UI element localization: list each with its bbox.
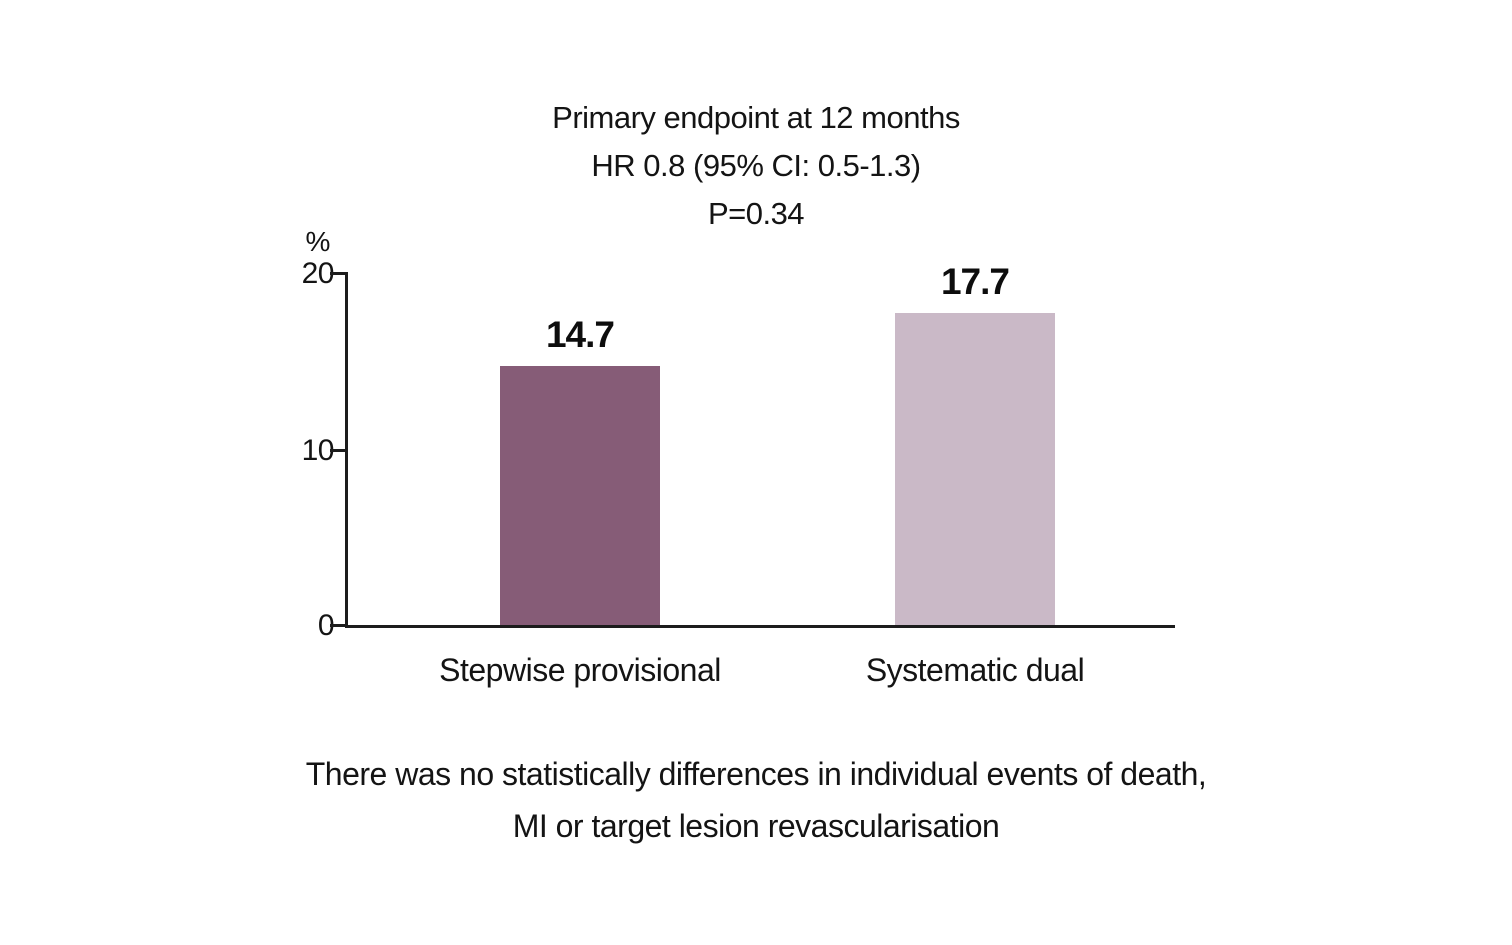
- footnote-line-1: There was no statistically differences i…: [305, 756, 1207, 792]
- y-axis-unit-label: %: [305, 226, 331, 257]
- x-category-label-stepwise: Stepwise provisional: [439, 652, 721, 688]
- chart-title: Primary endpoint at 12 months HR 0.8 (95…: [0, 94, 1512, 238]
- title-line-primary-endpoint: Primary endpoint at 12 months: [552, 100, 960, 135]
- bar-value-label-systematic: 17.7: [940, 261, 1010, 302]
- footnote-line-2: MI or target lesion revascularisation: [512, 808, 1000, 844]
- y-tick-label-20: 20: [301, 257, 335, 290]
- bar-value-label-stepwise: 14.7: [545, 314, 615, 355]
- footnote: There was no statistically differences i…: [0, 748, 1512, 852]
- y-tick-mark-10: [330, 449, 346, 452]
- bar-stepwise-provisional: [500, 366, 660, 625]
- y-tick-mark-0: [330, 624, 346, 627]
- bar-systematic-dual: [895, 313, 1055, 625]
- x-category-label-systematic: Systematic dual: [865, 652, 1085, 688]
- y-tick-label-10: 10: [301, 434, 335, 467]
- y-tick-label-0: 0: [317, 609, 335, 642]
- x-axis-line: [345, 625, 1175, 628]
- y-tick-mark-20: [330, 272, 346, 275]
- y-axis-line: [345, 272, 348, 628]
- title-line-p-value: P=0.34: [707, 196, 805, 231]
- title-line-hazard-ratio: HR 0.8 (95% CI: 0.5-1.3): [591, 148, 921, 183]
